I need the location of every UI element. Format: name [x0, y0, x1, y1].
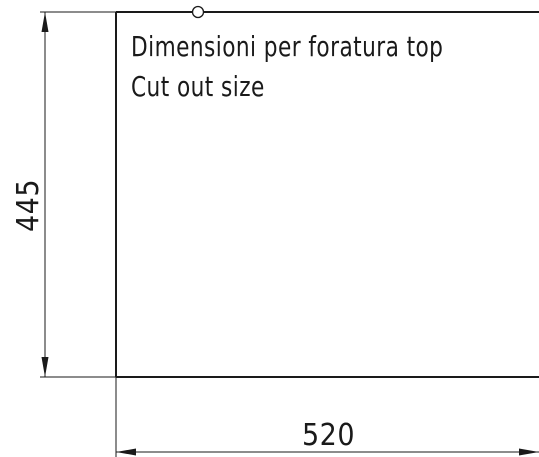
- height-arrow-bottom: [41, 357, 49, 377]
- width-arrow-left: [116, 448, 136, 456]
- title-italian: Dimensioni per foratura top: [131, 30, 444, 63]
- height-arrow-top: [41, 12, 49, 32]
- reference-circle: [191, 5, 205, 19]
- title-english: Cut out size: [131, 70, 265, 103]
- width-dimension-label: 520: [302, 418, 356, 453]
- cutout-outline: [115, 11, 539, 378]
- height-dimension-label: 445: [11, 178, 46, 232]
- width-dimension: [115, 377, 539, 457]
- height-dimension: [40, 11, 116, 378]
- width-arrow-right: [519, 448, 539, 456]
